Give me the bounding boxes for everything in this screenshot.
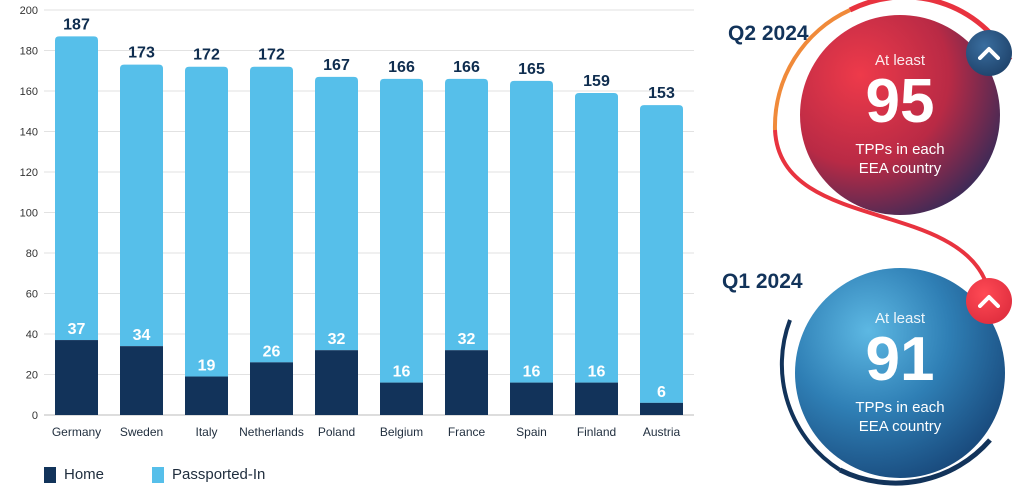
- total-value-label: 172: [258, 47, 285, 64]
- chevron-up-icon: [966, 30, 1012, 76]
- total-value-label: 153: [648, 85, 675, 102]
- bar-home: [510, 382, 553, 415]
- total-value-label: 166: [453, 59, 480, 76]
- total-value-label: 159: [583, 73, 610, 90]
- bar-passported-in: [120, 64, 163, 347]
- category-label: Austria: [643, 425, 681, 439]
- q1-value: 91: [865, 324, 935, 394]
- y-tick-label: 20: [26, 370, 38, 382]
- home-value-label: 34: [133, 327, 151, 344]
- bar-home: [445, 350, 488, 415]
- bar-passported-in: [575, 93, 618, 383]
- bar-home: [315, 350, 358, 415]
- y-tick-label: 140: [20, 127, 38, 139]
- home-value-label: 16: [523, 364, 541, 381]
- q2-prefix: At least: [874, 51, 926, 69]
- category-label: Netherlands: [239, 425, 304, 439]
- total-value-label: 165: [518, 61, 545, 78]
- q1-prefix: At least: [874, 309, 926, 327]
- category-label: France: [448, 425, 486, 439]
- legend-label-passported-in: Passported-In: [172, 466, 266, 483]
- bar-home: [640, 402, 683, 415]
- bar-passported-in: [445, 78, 488, 351]
- q2-badge: At least 95 TPPs in each EEA country: [800, 15, 1000, 215]
- total-value-label: 172: [193, 47, 220, 64]
- q1-line1: TPPs in each: [855, 398, 945, 416]
- home-value-label: 16: [393, 364, 411, 381]
- q1-navy-arc-bottom: [838, 438, 992, 486]
- q2-value: 95: [865, 66, 935, 136]
- category-label: Poland: [318, 425, 355, 439]
- home-value-label: 26: [263, 343, 281, 360]
- q2-title: Q2 2024: [728, 22, 809, 45]
- category-label: Spain: [516, 425, 547, 439]
- category-label: Sweden: [120, 425, 163, 439]
- y-tick-label: 200: [20, 5, 38, 17]
- legend-swatch-passported-in: [152, 466, 165, 483]
- bar-passported-in: [380, 78, 423, 383]
- category-label: Finland: [577, 425, 616, 439]
- total-value-label: 167: [323, 57, 350, 74]
- home-value-label: 16: [588, 364, 606, 381]
- bar-home: [380, 382, 423, 415]
- home-value-label: 37: [68, 321, 86, 338]
- y-tick-label: 180: [20, 46, 38, 58]
- y-tick-label: 0: [32, 410, 38, 422]
- bar-home: [250, 362, 293, 415]
- bar-passported-in: [510, 80, 553, 383]
- home-value-label: 6: [657, 384, 666, 401]
- category-label: Belgium: [380, 425, 423, 439]
- bar-passported-in: [250, 66, 293, 363]
- q2-line1: TPPs in each: [855, 140, 945, 158]
- legend-swatch-home: [44, 466, 56, 483]
- bar-passported-in: [55, 36, 98, 341]
- chart-legend: Home Passported-In: [44, 466, 265, 483]
- q1-navy-arc: [779, 319, 842, 472]
- bar-home: [185, 376, 228, 415]
- total-value-label: 173: [128, 45, 155, 62]
- bar-home: [55, 340, 98, 415]
- bar-home: [575, 382, 618, 415]
- legend-item-home: Home: [44, 466, 104, 483]
- bar-passported-in: [640, 105, 683, 403]
- bar-passported-in: [315, 76, 358, 351]
- chevron-up-icon: [966, 278, 1012, 324]
- legend-label-home: Home: [64, 466, 105, 483]
- y-tick-label: 60: [26, 289, 38, 301]
- bar-chart: 0 20 40 60 80 100 120 140 160 180 200 37 187 Germany 3…: [20, 5, 694, 439]
- q1-line2: EEA country: [858, 417, 942, 435]
- legend-item-passported-in: Passported-In: [152, 466, 265, 483]
- connector-arc: [773, 129, 987, 281]
- y-tick-label: 100: [20, 208, 38, 220]
- home-value-label: 19: [198, 358, 216, 375]
- category-label: Germany: [52, 425, 101, 439]
- home-value-label: 32: [328, 331, 346, 348]
- y-tick-label: 40: [26, 329, 38, 341]
- bar-passported-in: [185, 66, 228, 377]
- total-value-label: 187: [63, 16, 90, 33]
- bar-home: [120, 346, 163, 415]
- home-value-label: 32: [458, 331, 476, 348]
- q1-title: Q1 2024: [722, 270, 803, 293]
- y-tick-label: 120: [20, 167, 38, 179]
- category-label: Italy: [195, 425, 217, 439]
- y-tick-label: 80: [26, 248, 38, 260]
- q2-line2: EEA country: [858, 159, 942, 177]
- total-value-label: 166: [388, 59, 415, 76]
- y-tick-label: 160: [20, 86, 38, 98]
- q2-orange-arc: [772, 8, 851, 131]
